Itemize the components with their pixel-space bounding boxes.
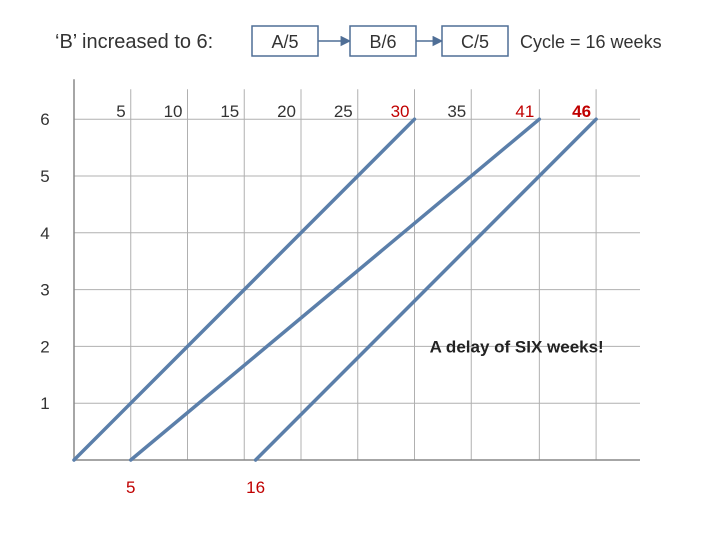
top-tick-label: 30: [391, 102, 410, 121]
top-tick-label: 10: [164, 102, 183, 121]
series-line-2: [129, 117, 542, 462]
stage-label-b: B/6: [369, 32, 396, 52]
top-tick-label: 5: [116, 102, 125, 121]
y-tick-label: 1: [40, 394, 49, 413]
heading-text: ‘B’ increased to 6:: [55, 31, 213, 53]
y-tick-label: 3: [40, 281, 49, 300]
top-tick-label: 35: [447, 102, 466, 121]
stage-box-b: [349, 25, 417, 57]
top-tick-label: 46: [572, 102, 591, 121]
tick-labels: 5 10 15 20 25 30 35 41 46 5 16 1 2 3 4 5 6: [40, 102, 591, 497]
delay-annotation: A delay of SIX weeks!: [430, 337, 604, 356]
stage-box-a: [251, 25, 319, 57]
stage-label-a: A/5: [271, 32, 298, 52]
bottom-tick-label: 5: [126, 478, 135, 497]
y-tick-label: 5: [40, 167, 49, 186]
y-tick-label: 6: [40, 110, 49, 129]
y-tick-label: 2: [40, 337, 49, 356]
series-line-3: [253, 117, 598, 462]
axes: [73, 79, 640, 461]
stage-box-c: [441, 25, 509, 57]
cycle-label: Cycle = 16 weeks: [520, 32, 662, 52]
top-tick-label: 20: [277, 102, 296, 121]
grid: [74, 89, 640, 460]
stage-flow: A/5 B/6 C/5: [251, 25, 509, 57]
y-tick-label: 4: [40, 224, 49, 243]
bottom-tick-label: 16: [246, 478, 265, 497]
top-tick-label: 15: [220, 102, 239, 121]
top-tick-label: 25: [334, 102, 353, 121]
top-tick-label: 41: [515, 102, 534, 121]
stage-label-c: C/5: [461, 32, 489, 52]
series-lines: [72, 117, 598, 462]
series-line-1: [72, 117, 417, 462]
